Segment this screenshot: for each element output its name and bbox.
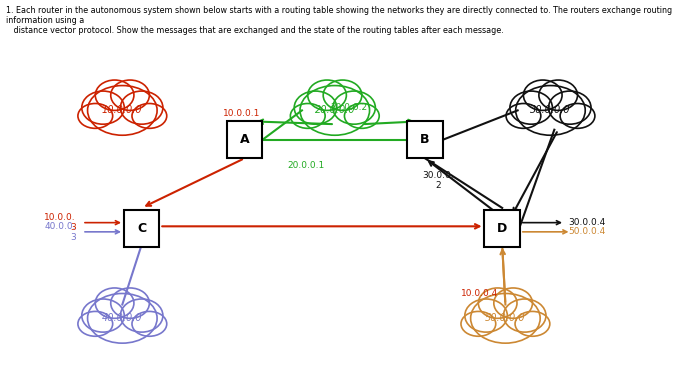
Text: 40.0.0.0: 40.0.0.0 [102,313,143,323]
FancyBboxPatch shape [407,121,442,158]
Text: 1. Each router in the autonomous system shown below starts with a routing table : 1. Each router in the autonomous system … [6,6,673,35]
Text: 30.0.0.
2: 30.0.0. 2 [422,171,454,190]
Text: 10.0.0.0: 10.0.0.0 [102,105,143,116]
Text: 30.0.0.0: 30.0.0.0 [530,105,570,116]
Text: 20.0.0.0: 20.0.0.0 [314,105,355,116]
FancyBboxPatch shape [227,121,262,158]
Text: 30.0.0.4: 30.0.0.4 [568,218,606,227]
Text: 50.0.0.0: 50.0.0.0 [485,313,526,323]
Text: C: C [137,222,146,235]
Text: D: D [497,222,508,235]
Text: 20.0.0.2: 20.0.0.2 [330,103,368,112]
Text: B: B [420,133,430,146]
Text: 40.0.0.
3: 40.0.0. 3 [44,222,76,241]
FancyBboxPatch shape [124,210,160,247]
FancyBboxPatch shape [484,210,520,247]
Text: 10.0.0.1: 10.0.0.1 [223,109,260,118]
Text: 10.0.0.
3: 10.0.0. 3 [44,213,76,232]
Text: 50.0.0.4: 50.0.0.4 [568,227,606,236]
Text: 20.0.0.1: 20.0.0.1 [287,161,324,170]
Text: 10.0.0.4: 10.0.0.4 [461,289,498,298]
Text: A: A [240,133,249,146]
